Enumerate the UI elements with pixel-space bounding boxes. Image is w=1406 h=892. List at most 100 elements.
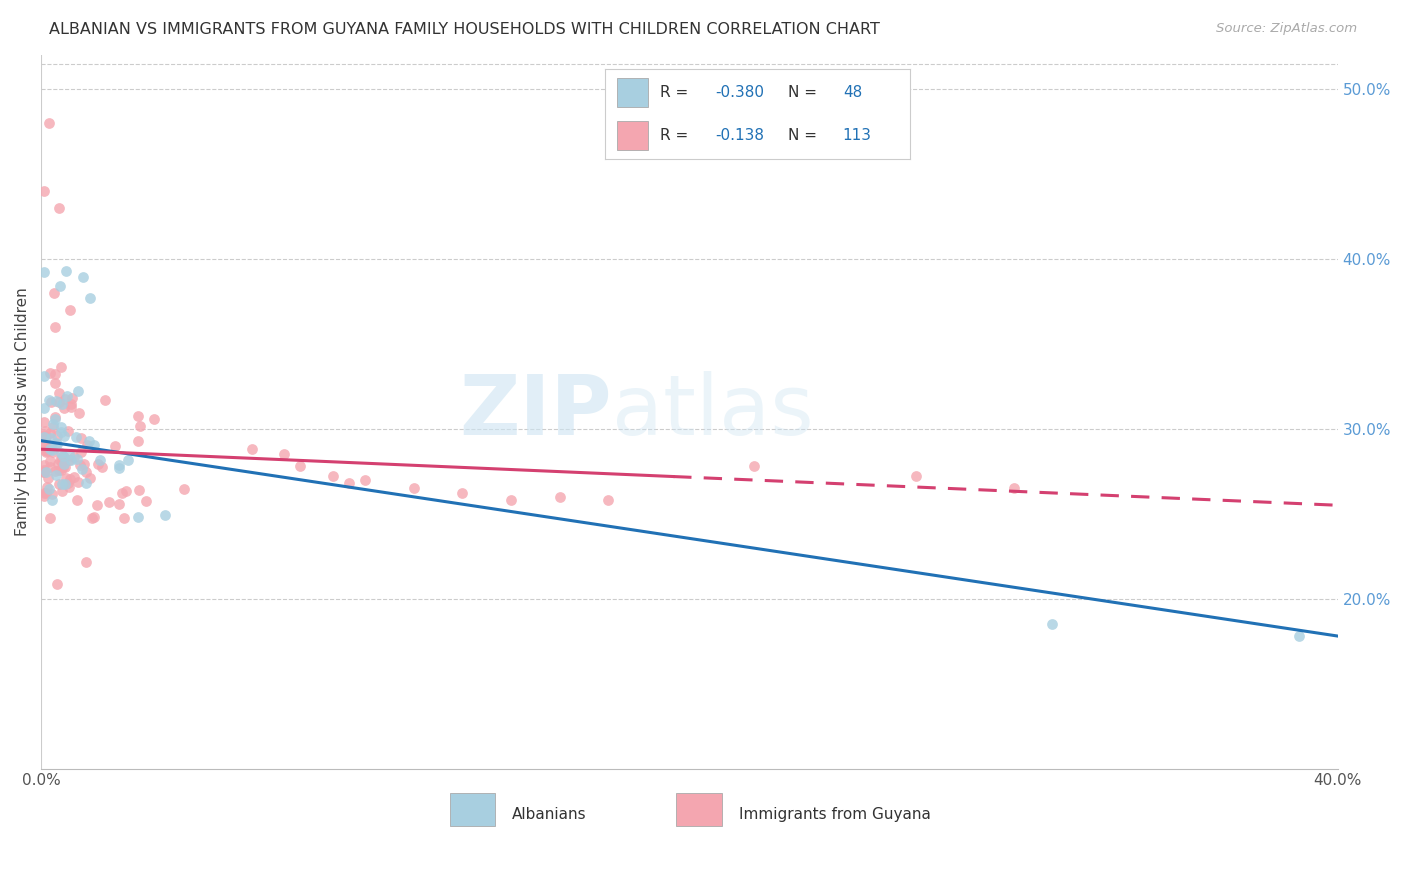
Point (58, 452, 80, 467)
Point (34, 434, 56, 449)
Point (112, 511, 135, 525)
Point (34, 415, 56, 429)
Point (46, 458, 69, 472)
Point (73, 457, 96, 471)
Point (1002, 481, 1025, 495)
Point (49, 279, 72, 293)
Point (53, 477, 76, 491)
Point (51, 396, 73, 410)
Point (63, 469, 86, 483)
Point (41, 487, 63, 501)
Point (67, 406, 90, 420)
Point (34, 184, 56, 198)
Point (56, 424, 79, 438)
Point (38, 459, 60, 474)
Point (108, 460, 131, 475)
Point (58, 480, 80, 494)
Point (42, 444, 65, 458)
Point (337, 476, 360, 491)
Point (905, 469, 928, 483)
Point (34, 431, 56, 445)
Point (79, 471, 101, 485)
Point (173, 483, 195, 497)
Point (39, 511, 62, 525)
Point (44, 319, 66, 334)
Point (79, 291, 101, 305)
Point (51, 463, 73, 477)
Point (75, 555, 97, 569)
Point (52, 457, 75, 471)
Point (89, 452, 111, 467)
Point (34, 465, 56, 479)
Point (34, 463, 56, 477)
Point (87, 457, 110, 471)
Point (53, 452, 76, 467)
Point (45, 577, 67, 591)
Point (598, 493, 620, 508)
Point (48, 476, 70, 491)
Point (66, 493, 89, 508)
Point (742, 459, 765, 474)
Point (548, 490, 571, 504)
Point (59, 302, 82, 317)
Point (38, 454, 60, 468)
Point (38, 366, 60, 380)
Text: Albanians: Albanians (512, 807, 586, 822)
Point (69, 458, 91, 472)
Point (83, 438, 105, 452)
Point (45, 428, 67, 442)
Point (108, 458, 131, 473)
Point (49, 446, 72, 460)
Point (38, 116, 60, 130)
Point (77, 434, 100, 449)
Point (45, 467, 67, 482)
Point (153, 508, 176, 522)
Point (45, 436, 67, 450)
Point (72, 270, 94, 285)
Point (49, 453, 72, 467)
Text: ALBANIAN VS IMMIGRANTS FROM GUYANA FAMILY HOUSEHOLDS WITH CHILDREN CORRELATION C: ALBANIAN VS IMMIGRANTS FROM GUYANA FAMIL… (49, 22, 880, 37)
Point (42, 417, 65, 431)
Point (44, 409, 66, 424)
Point (44, 464, 66, 478)
Point (128, 418, 150, 433)
Text: ZIP: ZIP (460, 371, 612, 452)
FancyBboxPatch shape (450, 793, 495, 826)
Point (128, 483, 150, 497)
Point (34, 486, 56, 500)
Point (34, 465, 56, 479)
Point (38, 392, 60, 407)
Point (44, 412, 66, 426)
Point (35, 480, 58, 494)
Point (41, 443, 63, 458)
Point (72, 461, 94, 475)
Point (51, 450, 73, 465)
Point (104, 439, 127, 453)
Text: Source: ZipAtlas.com: Source: ZipAtlas.com (1216, 22, 1357, 36)
Point (48, 201, 70, 215)
Point (1288, 629, 1310, 643)
Point (38, 483, 60, 497)
Point (142, 411, 165, 425)
Point (34, 427, 56, 442)
Point (55, 264, 77, 278)
Point (34, 265, 56, 279)
Point (127, 510, 149, 524)
Point (69, 444, 91, 458)
Point (94, 393, 117, 408)
Point (45, 436, 67, 450)
Point (52, 460, 75, 475)
Point (34, 436, 56, 450)
Point (66, 451, 89, 466)
Point (75, 476, 97, 491)
Point (44, 376, 66, 390)
Point (34, 458, 56, 472)
Point (58, 447, 80, 461)
Point (52, 450, 75, 464)
Point (39, 431, 62, 445)
Point (51, 360, 73, 375)
Point (53, 450, 76, 465)
Point (117, 453, 139, 467)
Point (70, 432, 93, 446)
Point (42, 420, 65, 434)
